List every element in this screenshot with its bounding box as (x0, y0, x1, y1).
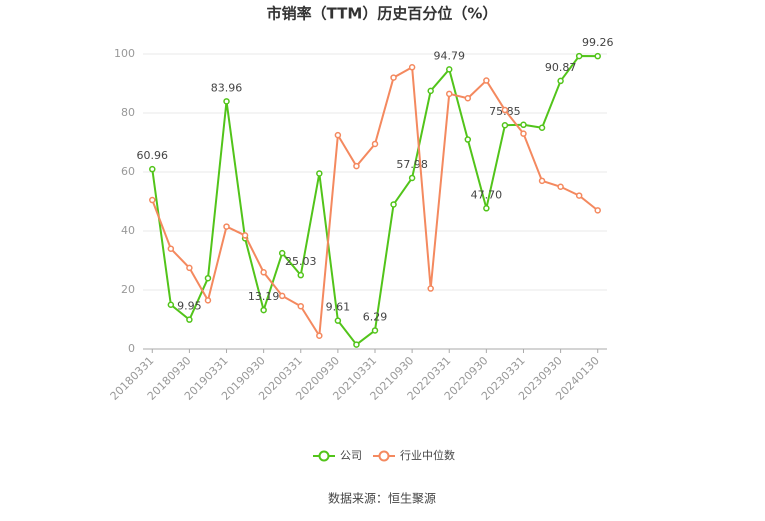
legend-label: 行业中位数 (400, 448, 455, 462)
point (501, 106, 509, 114)
series-line (151, 55, 598, 346)
source: 数据来源：恒生聚源 (328, 491, 436, 506)
point (334, 131, 342, 139)
point (464, 136, 472, 143)
point (316, 332, 323, 339)
point (297, 271, 305, 279)
point (316, 170, 323, 177)
chart-title: 市销率（TTM）历史百分位（%） (267, 5, 498, 23)
point (260, 306, 267, 314)
data-label: 83.96 (211, 81, 243, 94)
point (408, 64, 416, 71)
point (557, 183, 564, 190)
point (427, 285, 434, 292)
point (390, 201, 397, 208)
point (297, 302, 305, 310)
point (353, 341, 360, 348)
point (445, 90, 453, 98)
point (186, 316, 193, 323)
point (186, 264, 193, 272)
point (575, 52, 583, 60)
point (538, 177, 546, 185)
point (520, 121, 527, 129)
point (483, 77, 490, 84)
point (594, 52, 601, 60)
data-label: 25.03 (285, 255, 317, 268)
point (241, 232, 249, 239)
point (334, 317, 342, 324)
data-label: 94.79 (433, 49, 465, 62)
legend-marker (318, 450, 330, 462)
data-label: 6.29 (363, 310, 388, 323)
point (278, 292, 286, 300)
point (390, 74, 397, 81)
point (575, 192, 583, 199)
data-label: 60.96 (137, 149, 169, 162)
data-label: 99.26 (582, 36, 614, 49)
point (371, 327, 379, 334)
point (557, 77, 564, 85)
point (204, 297, 212, 304)
data-label: 13.19 (248, 290, 280, 303)
data-label: 9.95 (177, 300, 202, 313)
point (278, 249, 286, 257)
point (501, 121, 509, 129)
point (594, 207, 601, 214)
data-label: 90.87 (545, 61, 577, 74)
point (371, 140, 379, 148)
point (353, 162, 360, 170)
point (408, 174, 416, 182)
point (427, 87, 434, 95)
legend-marker (378, 450, 390, 462)
point (538, 124, 546, 131)
legend-label: 公司 (340, 449, 362, 462)
point (464, 95, 472, 102)
y-tick-label: 20 (121, 283, 135, 296)
point (445, 66, 453, 73)
data-label: 9.61 (326, 301, 351, 314)
y-tick-label: 40 (121, 224, 135, 237)
y-tick-label: 80 (121, 106, 135, 119)
point (223, 223, 230, 230)
point (204, 274, 212, 282)
point (167, 301, 175, 308)
point (149, 196, 156, 204)
series-line (151, 65, 599, 339)
point (260, 269, 267, 276)
point (520, 130, 527, 137)
y-tick-label: 60 (121, 165, 135, 178)
point (167, 245, 175, 252)
data-label: 47.70 (471, 188, 503, 201)
point (149, 165, 156, 173)
point (223, 98, 230, 105)
point (483, 205, 490, 212)
data-label: 57.98 (396, 158, 428, 171)
y-tick-label: 0 (128, 342, 135, 355)
y-tick-label: 100 (114, 47, 135, 60)
